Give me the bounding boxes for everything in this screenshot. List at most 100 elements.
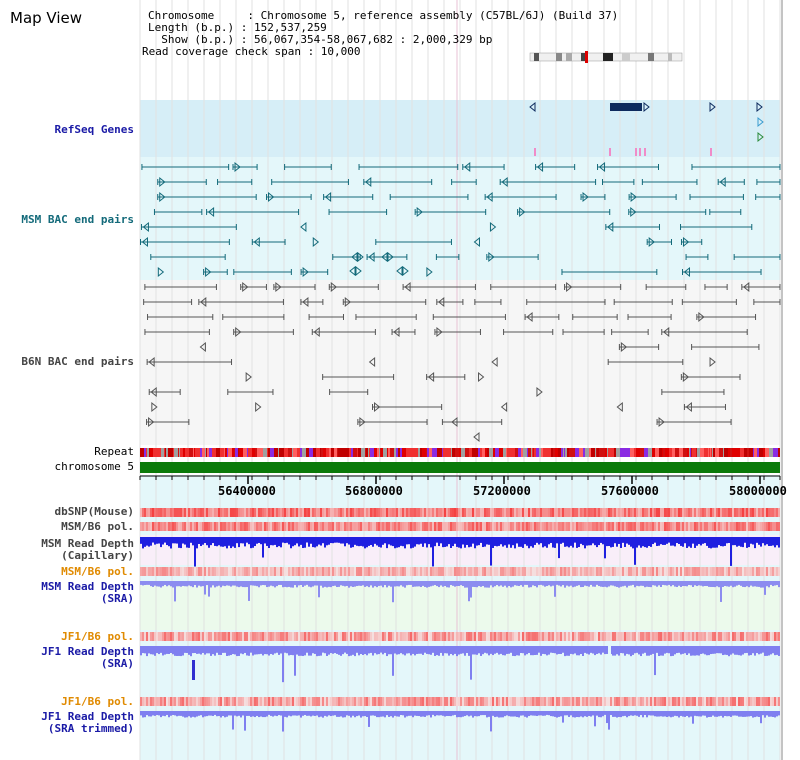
repeat-block xyxy=(427,448,429,457)
depth-bar xyxy=(280,581,282,585)
msm-read-depth-capillary-label[interactable]: MSM Read Depth (Capillary) xyxy=(41,538,134,562)
depth-bar xyxy=(760,581,762,588)
depth-bar xyxy=(564,581,566,588)
heat-cell xyxy=(406,567,408,576)
repeat-block xyxy=(231,448,232,457)
heat-cell xyxy=(508,522,510,531)
heat-cell xyxy=(776,567,778,576)
heat-cell xyxy=(216,567,218,576)
depth-bar xyxy=(198,711,200,716)
depth-bar xyxy=(384,537,386,544)
depth-bar xyxy=(302,646,304,657)
repeat-block xyxy=(579,448,583,457)
jf1-b6-pol-label[interactable]: JF1/B6 pol. xyxy=(61,630,134,643)
depth-bar xyxy=(162,537,164,545)
depth-bar xyxy=(242,711,244,716)
depth-bar xyxy=(722,581,724,587)
repeat-block xyxy=(672,448,675,457)
depth-bar xyxy=(358,581,360,586)
depth-bar xyxy=(240,711,242,718)
heat-cell xyxy=(346,508,348,517)
feature-arrow xyxy=(142,221,149,233)
jf1-read-depth-trimmed-label[interactable]: JF1 Read Depth (SRA trimmed) xyxy=(41,711,134,735)
repeat-block xyxy=(302,448,306,457)
depth-bar xyxy=(652,711,654,716)
jf1-b6-pol-trimmed-label[interactable]: JF1/B6 pol. xyxy=(61,695,134,708)
depth-bar xyxy=(710,537,712,549)
depth-bar xyxy=(642,711,644,718)
repeat-block xyxy=(554,448,555,457)
msm-read-depth-sra-label[interactable]: MSM Read Depth (SRA) xyxy=(41,581,134,605)
depth-bar xyxy=(664,581,666,586)
heat-cell xyxy=(544,632,546,641)
depth-bar xyxy=(612,537,614,547)
repeat-block xyxy=(777,448,778,457)
depth-bar xyxy=(418,711,420,717)
heat-cell xyxy=(482,508,484,517)
heat-cell xyxy=(278,508,280,517)
depth-bar xyxy=(332,646,334,654)
heat-cell xyxy=(454,508,456,517)
heat-cell xyxy=(452,567,454,576)
heat-cell xyxy=(482,697,484,706)
depth-bar xyxy=(164,581,166,585)
heat-cell xyxy=(494,567,496,576)
dbsnp-label[interactable]: dbSNP(Mouse) xyxy=(54,505,134,518)
heat-cell xyxy=(322,697,324,706)
heat-cell xyxy=(668,522,670,531)
depth-bar xyxy=(494,537,496,546)
heat-cell xyxy=(642,567,644,576)
depth-bar xyxy=(212,537,214,544)
repeat-block xyxy=(585,448,589,457)
repeat-block xyxy=(209,448,212,457)
heat-cell xyxy=(698,508,700,517)
depth-bar xyxy=(284,711,286,717)
depth-bar xyxy=(454,537,456,544)
heat-cell xyxy=(230,697,232,706)
heat-cell xyxy=(748,567,750,576)
refseq-genes-label[interactable]: RefSeq Genes xyxy=(54,123,134,136)
feature-arrow xyxy=(756,101,763,113)
heat-cell xyxy=(702,632,704,641)
jf1-read-depth-sra-label[interactable]: JF1 Read Depth (SRA) xyxy=(41,646,134,670)
b6n-bac-end-pairs-label[interactable]: B6N BAC end pairs xyxy=(21,355,134,368)
depth-bar xyxy=(416,581,418,587)
feature-arrow xyxy=(582,191,589,203)
feature-arrow xyxy=(473,431,480,443)
heat-cell xyxy=(614,508,616,517)
heat-cell xyxy=(610,522,612,531)
heat-cell xyxy=(258,522,260,531)
heat-cell xyxy=(220,508,222,517)
feature-arrow xyxy=(235,326,242,338)
heat-cell xyxy=(486,697,488,706)
heat-cell xyxy=(188,632,190,641)
heat-cell xyxy=(462,697,464,706)
depth-bar xyxy=(398,646,400,655)
heat-cell xyxy=(306,697,308,706)
repeat-block xyxy=(507,448,510,457)
jf1-depth-trim-line1: JF1 Read Depth xyxy=(41,710,134,723)
heat-cell xyxy=(480,632,482,641)
heat-cell xyxy=(750,632,752,641)
depth-bar xyxy=(584,581,586,586)
msm-b6-pol-label[interactable]: MSM/B6 pol. xyxy=(61,520,134,533)
heat-cell xyxy=(144,632,146,641)
msm-bac-end-pairs-label[interactable]: MSM BAC end pairs xyxy=(21,213,134,226)
heat-cell xyxy=(174,508,176,517)
heat-cell xyxy=(758,632,760,641)
msm-b6-pol-sra-label[interactable]: MSM/B6 pol. xyxy=(61,565,134,578)
heat-cell xyxy=(746,697,748,706)
heat-cell xyxy=(708,522,710,531)
depth-bar xyxy=(314,537,316,548)
depth-bar xyxy=(428,646,430,655)
heat-cell xyxy=(438,508,440,517)
depth-bar xyxy=(354,711,356,718)
heat-cell xyxy=(602,697,604,706)
heat-cell xyxy=(446,522,448,531)
depth-bar xyxy=(230,646,232,656)
heat-cell xyxy=(684,522,686,531)
heat-cell xyxy=(476,632,478,641)
repeat-block xyxy=(451,448,452,457)
heat-cell xyxy=(736,508,738,517)
heat-cell xyxy=(338,522,340,531)
